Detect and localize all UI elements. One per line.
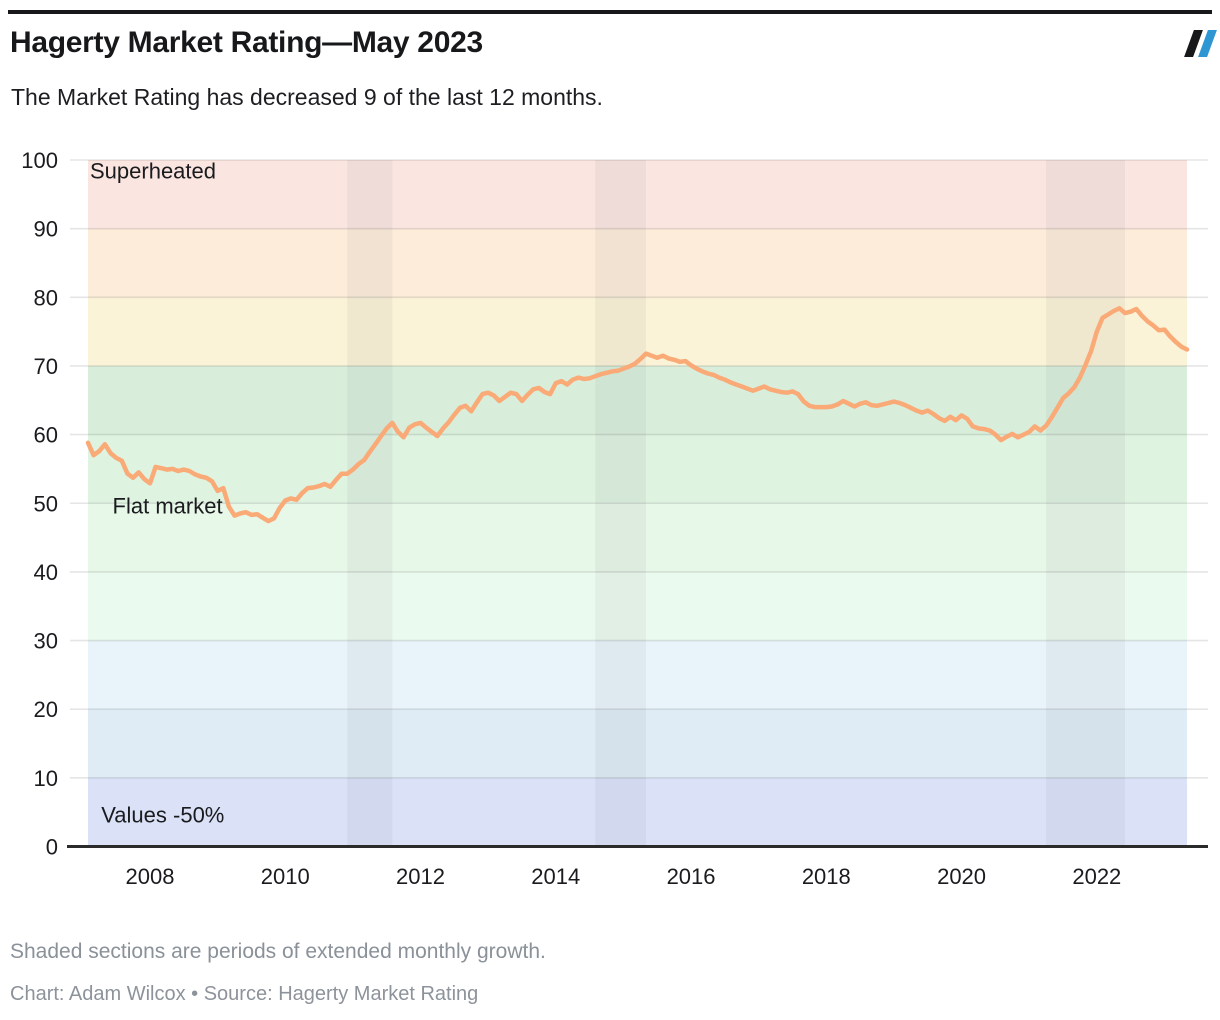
x-tick-label: 2020 — [937, 864, 986, 889]
growth-band — [595, 160, 646, 847]
y-tick-label: 10 — [34, 766, 58, 791]
y-tick-label: 40 — [34, 560, 58, 585]
top-border-rule — [8, 10, 1212, 14]
chart-subtitle: The Market Rating has decreased 9 of the… — [11, 84, 603, 110]
chart-note: Shaded sections are periods of extended … — [10, 940, 546, 963]
x-tick-label: 2008 — [126, 864, 175, 889]
growth-band — [347, 160, 393, 847]
y-axis-labels: 0 10 20 30 40 50 60 70 80 90 100 — [21, 148, 58, 860]
x-tick-label: 2012 — [396, 864, 445, 889]
y-tick-label: 60 — [34, 423, 58, 448]
chart-byline: Chart: Adam Wilcox • Source: Hagerty Mar… — [10, 983, 479, 1005]
growth-period-bands — [347, 160, 1126, 847]
zone-annotations: Superheated Flat market Values -50% — [90, 159, 224, 828]
datawrapper-logo — [1184, 29, 1217, 57]
zone-annotation: Values -50% — [101, 802, 224, 827]
x-tick-label: 2014 — [531, 864, 580, 889]
x-axis-labels: 2008 2010 2012 2014 2016 2018 2020 2022 — [126, 864, 1122, 889]
x-tick-label: 2010 — [261, 864, 310, 889]
y-tick-label: 50 — [34, 491, 58, 516]
x-tick-label: 2018 — [802, 864, 851, 889]
zone-bands — [88, 160, 1187, 847]
y-tick-label: 80 — [34, 285, 58, 310]
y-tick-label: 0 — [46, 835, 58, 860]
page-title: Hagerty Market Rating—May 2023 — [10, 26, 483, 59]
x-tick-label: 2016 — [667, 864, 716, 889]
zone-annotation: Superheated — [90, 159, 216, 184]
y-tick-label: 90 — [34, 217, 58, 242]
y-tick-label: 70 — [34, 354, 58, 379]
zone-annotation: Flat market — [113, 494, 223, 519]
y-tick-label: 30 — [34, 629, 58, 654]
growth-band — [1046, 160, 1126, 847]
y-gridlines — [70, 159, 1208, 779]
x-tick-label: 2022 — [1072, 864, 1121, 889]
y-tick-label: 20 — [34, 697, 58, 722]
y-tick-label: 100 — [21, 148, 58, 173]
rating-line — [85, 306, 1190, 524]
